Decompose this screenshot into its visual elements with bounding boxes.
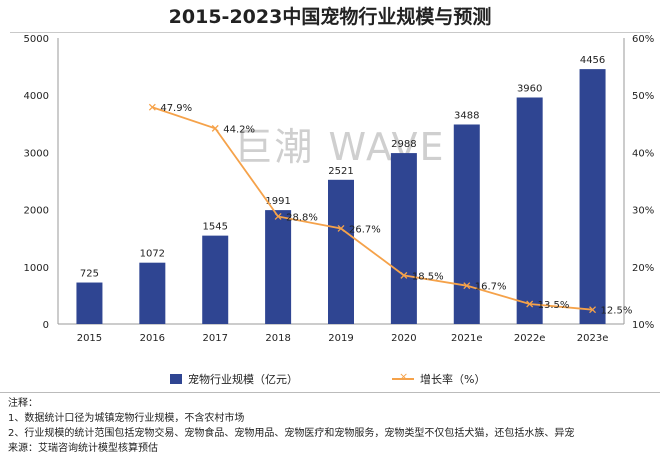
line-value-label: 12.5% [601,306,633,317]
chart-title: 2015-2023中国宠物行业规模与预测 [168,6,492,28]
bar [579,69,606,325]
line-point [526,300,534,308]
legend-item-line: 增长率（%） [392,370,486,387]
bar [516,97,543,324]
y-left-tick-label: 2000 [24,206,49,217]
y-left-tick-label: 0 [43,320,49,331]
line-point [400,271,408,279]
legend-line-label: 增长率（%） [420,373,486,386]
line-value-label: 16.7% [475,282,507,293]
note-item-2: 2、行业规模的统计范围包括宠物交易、宠物食品、宠物用品、宠物医疗和宠物服务，宠物… [8,428,575,439]
bar [76,282,103,324]
line-point [211,124,219,132]
y-left-tick-label: 5000 [24,34,49,45]
y-left-tick-label: 1000 [24,263,49,274]
bar [265,210,292,324]
x-tick-label: 2023e [577,333,609,344]
x-tick-label: 2021e [451,333,483,344]
legend-bar-label: 宠物行业规模（亿元） [188,373,298,386]
notes-divider [0,392,660,393]
line-point [463,282,471,290]
bar-value-label: 2988 [391,139,416,150]
line-value-label: 18.5% [412,271,444,282]
y-right-tick-label: 40% [632,148,654,159]
bar-value-label: 4456 [580,55,605,66]
y-right-tick-label: 20% [632,263,654,274]
bar [453,124,480,325]
x-tick-label: 2017 [202,333,227,344]
x-tick-label: 2020 [391,333,416,344]
note-item-1: 1、数据统计口径为城镇宠物行业规模，不含农村市场 [8,413,245,424]
bar [202,235,229,324]
bar-value-label: 3488 [454,110,479,121]
line-point [148,103,156,111]
y-left-tick-label: 4000 [24,91,49,102]
chart-svg: 巨潮 WAVE01000200030004000500010%20%30%40%… [24,34,655,344]
y-left-tick-label: 3000 [24,148,49,159]
x-tick-label: 2022e [514,333,546,344]
bar-value-label: 1545 [202,222,227,233]
growth-line [152,106,593,311]
line-value-label: 13.5% [538,300,570,311]
notes-source: 来源：艾瑞咨询统计模型核算预估 [8,443,158,454]
bar-value-label: 1991 [265,196,290,207]
legend-item-bar: 宠物行业规模（亿元） [170,371,298,387]
line-value-label: 47.9% [160,103,192,114]
y-right-tick-label: 10% [632,320,654,331]
x-tick-label: 2015 [77,333,102,344]
notes-heading: 注释： [8,398,38,409]
legend: 宠物行业规模（亿元） 增长率（%） [0,370,660,389]
bar-value-label: 3960 [517,83,542,94]
y-right-tick-label: 60% [632,34,654,45]
bar [390,153,417,324]
bar [328,179,354,324]
line-point [337,225,345,232]
bar [139,262,166,324]
x-tick-label: 2018 [265,333,290,344]
x-tick-label: 2019 [328,333,353,344]
legend-line-swatch [392,370,414,384]
line-value-label: 44.2% [223,124,255,135]
line-point [274,213,282,220]
line-value-label: 26.7% [349,224,381,235]
x-tick-label: 2016 [140,333,165,344]
bar-value-label: 1072 [140,249,165,260]
y-right-tick-label: 30% [632,206,654,217]
line-point [589,306,597,314]
bar-value-label: 2521 [328,166,353,177]
title-divider [10,32,650,33]
line-value-label: 28.8% [286,212,318,223]
bar-value-label: 725 [80,269,99,280]
legend-bar-swatch [170,374,182,384]
y-right-tick-label: 50% [632,91,654,102]
notes: 注释： 1、数据统计口径为城镇宠物行业规模，不含农村市场 2、行业规模的统计范围… [8,396,652,456]
